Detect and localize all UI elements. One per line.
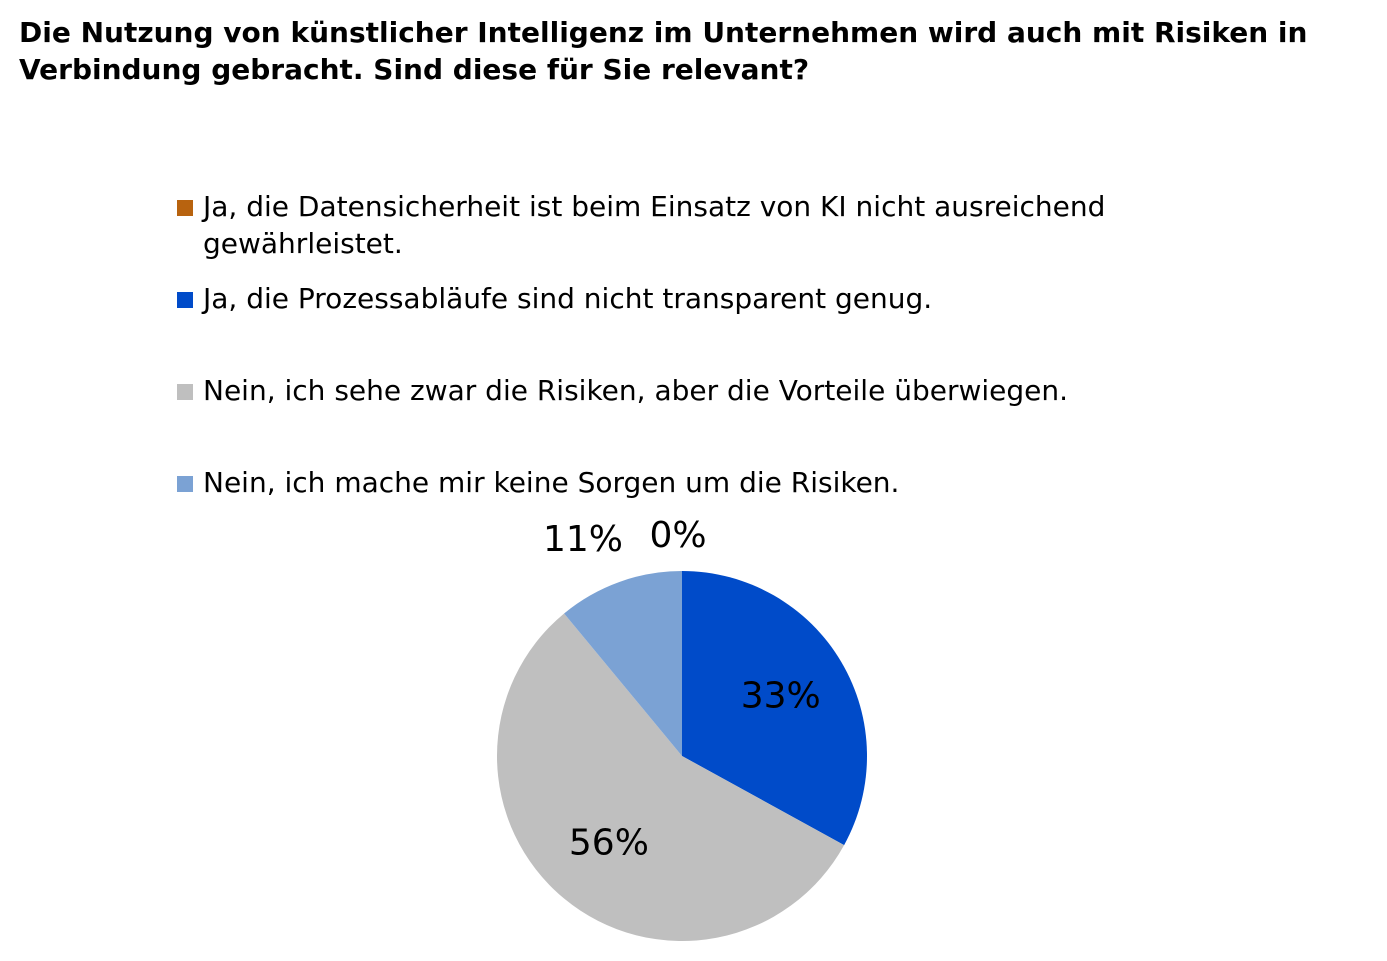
pie-labels: 0% 33% 56% 11% — [543, 515, 821, 863]
pie-slice-keine-sorgen — [564, 571, 682, 756]
legend-swatch-datensicherheit — [177, 200, 193, 216]
legend-item-vorteile-ueberwiegen: Nein, ich sehe zwar die Risiken, aber di… — [177, 372, 1243, 409]
legend-item-keine-sorgen: Nein, ich mache mir keine Sorgen um die … — [177, 464, 1243, 501]
legend-swatch-keine-sorgen — [177, 476, 193, 492]
chart-title: Die Nutzung von künstlicher Intelligenz … — [19, 16, 1308, 86]
pie-label-vorteile-ueberwiegen: 56% — [569, 822, 649, 863]
legend-label-vorteile-ueberwiegen: Nein, ich sehe zwar die Risiken, aber di… — [203, 374, 1069, 407]
pie-label-datensicherheit: 0% — [649, 515, 706, 556]
legend-swatch-prozessablaeufe — [177, 292, 193, 308]
pie-label-prozessablaeufe: 33% — [741, 676, 821, 717]
legend-item-prozessablaeufe: Ja, die Prozessabläufe sind nicht transp… — [177, 280, 1243, 317]
legend-swatch-vorteile-ueberwiegen — [177, 384, 193, 400]
pie-slice-vorteile-ueberwiegen — [496, 613, 845, 942]
pie-slice-prozessablaeufe — [682, 571, 868, 846]
legend-label-keine-sorgen: Nein, ich mache mir keine Sorgen um die … — [203, 466, 900, 499]
legend-label-prozessablaeufe: Ja, die Prozessabläufe sind nicht transp… — [203, 282, 933, 315]
legend-label-datensicherheit: Ja, die Datensicherheit ist beim Einsatz… — [203, 190, 1106, 260]
pie-label-keine-sorgen: 11% — [543, 519, 623, 560]
pie-slices — [496, 571, 868, 942]
legend-item-datensicherheit: Ja, die Datensicherheit ist beim Einsatz… — [177, 188, 1243, 262]
